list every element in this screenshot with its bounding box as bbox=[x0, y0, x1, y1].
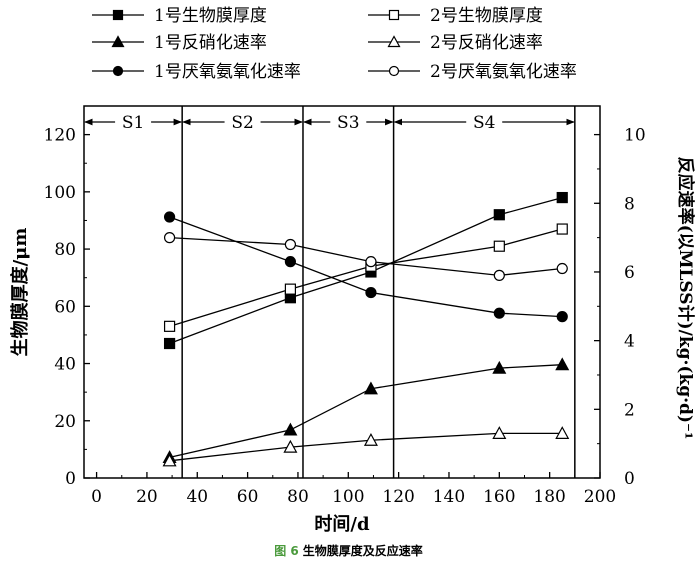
y-tick-label: 120 bbox=[44, 126, 76, 146]
legend-label-1: 1号生物膜厚度 bbox=[154, 6, 267, 26]
series-3-point bbox=[283, 422, 298, 436]
x-tick-label: 20 bbox=[136, 487, 158, 507]
x-tick-label: 100 bbox=[332, 487, 364, 507]
y-tick-label: 80 bbox=[54, 240, 76, 260]
chart: S1 S2 S3 S40 20 40 60 80 100 120 140 160 180 200时间/d0… bbox=[9, 6, 696, 535]
y-tick-label: 60 bbox=[54, 297, 76, 317]
series-6-point bbox=[365, 256, 377, 268]
series-1-point bbox=[163, 337, 176, 350]
y-tick-label: 40 bbox=[54, 355, 76, 375]
x-tick-label: 160 bbox=[483, 487, 515, 507]
legend-marker-4 bbox=[387, 35, 401, 48]
series-2-point bbox=[556, 223, 568, 235]
y-tick-label: 100 bbox=[44, 183, 76, 203]
figure-caption-text: 生物膜厚度及反应速率 bbox=[302, 544, 423, 558]
legend-label-2: 2号生物膜厚度 bbox=[430, 6, 543, 26]
legend-marker-6 bbox=[388, 65, 400, 77]
phase-label-S2: S2 bbox=[231, 113, 253, 133]
y2-axis-label: 反应速率(以MLSS计)/kg·(kg·d)⁻¹ bbox=[675, 157, 696, 440]
x-tick-label: 80 bbox=[287, 487, 309, 507]
series-6-point bbox=[556, 262, 568, 275]
legend-marker-5 bbox=[112, 65, 124, 77]
series-4-point bbox=[555, 426, 570, 439]
plot-frame bbox=[83, 105, 601, 479]
x-tick-label: 0 bbox=[91, 487, 102, 507]
series-6-point bbox=[163, 232, 176, 244]
y-tick-label: 20 bbox=[54, 412, 76, 432]
series-6-point bbox=[493, 269, 505, 281]
legend-label-5: 1号厌氧氨氧化速率 bbox=[154, 62, 301, 82]
series-2-point bbox=[284, 283, 296, 295]
figure-number: 图 6 bbox=[274, 544, 299, 558]
phase-label-S1: S1 bbox=[122, 113, 144, 133]
series-1-point bbox=[556, 191, 568, 204]
y2-tick-label: 0 bbox=[624, 469, 635, 489]
series-1-point bbox=[493, 209, 505, 221]
series-5-point bbox=[365, 286, 377, 299]
y2-tick-label: 2 bbox=[624, 400, 635, 420]
x-tick-label: 120 bbox=[382, 487, 414, 507]
x-axis-label: 时间/d bbox=[314, 514, 370, 535]
legend-marker-3 bbox=[111, 35, 125, 48]
x-tick-label: 140 bbox=[433, 487, 465, 507]
legend-label-6: 2号厌氧氨氧化速率 bbox=[430, 62, 577, 82]
legend-label-3: 1号反硝化速率 bbox=[154, 33, 267, 53]
figure-caption: 图 6 生物膜厚度及反应速率 bbox=[0, 542, 697, 559]
legend-label-4: 2号反硝化速率 bbox=[430, 33, 543, 53]
phase-label-S4: S4 bbox=[473, 113, 495, 133]
y2-tick-label: 4 bbox=[624, 332, 635, 352]
series-4-point bbox=[162, 453, 177, 467]
series-5-point bbox=[163, 211, 176, 223]
y2-tick-label: 10 bbox=[624, 126, 646, 146]
legend-marker-1 bbox=[112, 9, 124, 21]
y2-tick-label: 8 bbox=[624, 194, 635, 214]
x-tick-label: 40 bbox=[186, 487, 208, 507]
y2-tick-label: 6 bbox=[624, 263, 635, 283]
series-2-point bbox=[493, 240, 505, 252]
series-5-point bbox=[556, 311, 568, 323]
series-4-point bbox=[363, 432, 378, 446]
x-tick-label: 200 bbox=[584, 487, 616, 507]
phase-label-S3: S3 bbox=[337, 113, 359, 133]
series-3-point bbox=[363, 381, 378, 395]
series-5-point bbox=[284, 256, 296, 268]
series-4-point bbox=[283, 439, 298, 453]
series-6-point bbox=[284, 238, 296, 251]
legend-marker-2 bbox=[388, 9, 400, 21]
x-tick-label: 60 bbox=[237, 487, 259, 507]
series-3-point bbox=[555, 357, 570, 371]
series-5-point bbox=[493, 307, 505, 319]
y-tick-label: 0 bbox=[65, 469, 76, 489]
series-2-point bbox=[163, 320, 176, 332]
y-axis-label: 生物膜厚度/μm bbox=[9, 228, 31, 357]
series-3-point bbox=[492, 360, 507, 374]
series-4-point bbox=[492, 426, 507, 439]
x-tick-label: 180 bbox=[533, 487, 565, 507]
